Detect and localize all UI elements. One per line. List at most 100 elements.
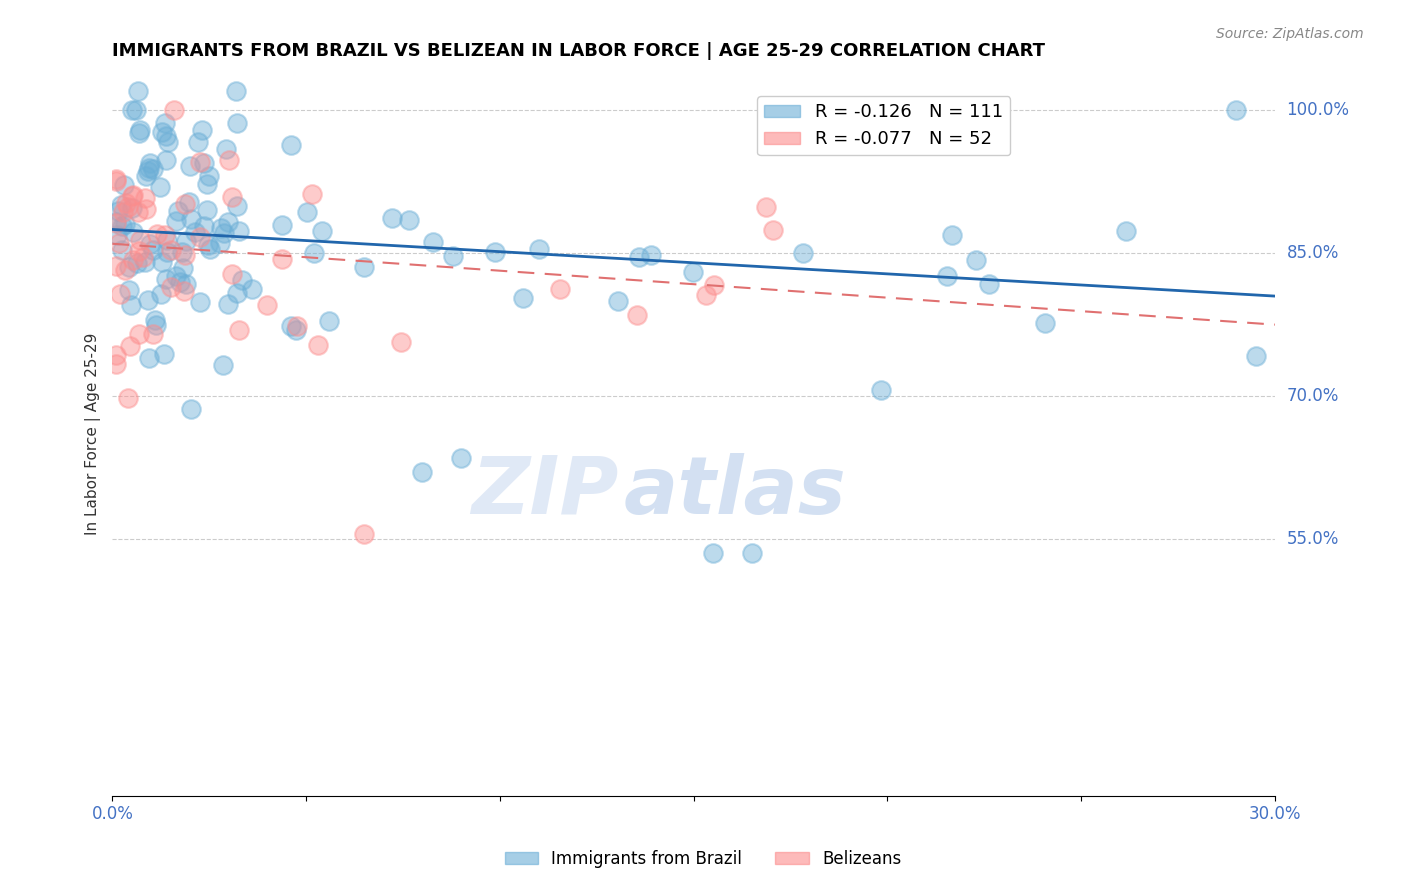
Point: [139, 237, 162, 252]
Point: [121, 201, 143, 215]
Point: [180, 212, 202, 227]
Point: [143, 313, 166, 327]
Point: [105, 227, 128, 242]
Point: [284, 323, 307, 337]
Point: [215, 142, 238, 156]
Point: [105, 172, 128, 186]
Point: [977, 277, 1000, 292]
Text: 100.0%: 100.0%: [1286, 102, 1350, 120]
Point: [1244, 350, 1267, 364]
Point: [149, 286, 172, 301]
Point: [1225, 103, 1247, 118]
Point: [127, 85, 149, 99]
Point: [174, 234, 197, 248]
Point: [170, 245, 193, 260]
Point: [256, 298, 278, 312]
Point: [118, 260, 141, 274]
Point: [209, 220, 232, 235]
Point: [208, 235, 231, 250]
Point: [695, 288, 717, 302]
Point: [110, 197, 132, 211]
Point: [122, 225, 145, 239]
Point: [411, 465, 433, 479]
Point: [128, 326, 150, 341]
Point: [627, 250, 650, 264]
Point: [188, 155, 211, 169]
Point: [221, 190, 243, 204]
Point: [755, 200, 778, 214]
Text: 70.0%: 70.0%: [1286, 387, 1339, 405]
Point: [112, 178, 135, 193]
Point: [120, 339, 142, 353]
Point: [128, 126, 150, 140]
Point: [107, 204, 129, 219]
Point: [195, 203, 218, 218]
Point: [193, 219, 215, 233]
Text: 55.0%: 55.0%: [1286, 530, 1339, 548]
Point: [127, 256, 149, 270]
Point: [179, 159, 201, 173]
Point: [150, 124, 173, 138]
Point: [703, 277, 725, 292]
Legend: R = -0.126   N = 111, R = -0.077   N = 52: R = -0.126 N = 111, R = -0.077 N = 52: [756, 96, 1010, 155]
Point: [198, 169, 221, 183]
Point: [311, 224, 333, 238]
Point: [121, 189, 143, 203]
Point: [124, 103, 146, 118]
Legend: Immigrants from Brazil, Belizeans: Immigrants from Brazil, Belizeans: [498, 844, 908, 875]
Point: [869, 383, 891, 397]
Point: [167, 203, 190, 218]
Point: [682, 265, 704, 279]
Point: [155, 128, 177, 143]
Point: [217, 296, 239, 310]
Point: [156, 233, 179, 247]
Point: [142, 327, 165, 342]
Point: [105, 357, 128, 371]
Point: [115, 195, 138, 210]
Point: [762, 223, 785, 237]
Point: [197, 177, 219, 191]
Point: [117, 200, 139, 214]
Point: [114, 217, 136, 231]
Point: [156, 245, 179, 260]
Point: [142, 161, 165, 176]
Point: [180, 402, 202, 417]
Point: [792, 245, 814, 260]
Point: [965, 252, 987, 267]
Point: [105, 216, 128, 230]
Point: [153, 116, 176, 130]
Point: [117, 391, 139, 405]
Point: [120, 298, 142, 312]
Point: [640, 247, 662, 261]
Point: [160, 243, 183, 257]
Point: [162, 103, 184, 118]
Point: [128, 233, 150, 247]
Point: [353, 527, 375, 541]
Point: [398, 213, 420, 227]
Point: [240, 282, 263, 296]
Point: [941, 228, 963, 243]
Point: [177, 195, 200, 210]
Point: [155, 153, 177, 168]
Point: [138, 155, 160, 169]
Point: [155, 228, 177, 243]
Text: 85.0%: 85.0%: [1286, 244, 1339, 262]
Point: [302, 246, 325, 260]
Point: [1033, 316, 1056, 330]
Point: [297, 204, 319, 219]
Point: [183, 225, 205, 239]
Point: [146, 227, 169, 241]
Point: [135, 202, 157, 216]
Point: [529, 242, 551, 256]
Point: [188, 230, 211, 244]
Point: [105, 215, 128, 229]
Point: [145, 318, 167, 333]
Point: [217, 215, 239, 229]
Point: [117, 284, 139, 298]
Point: [174, 248, 197, 262]
Point: [702, 546, 724, 560]
Point: [134, 254, 156, 268]
Point: [221, 268, 243, 282]
Point: [174, 277, 197, 292]
Point: [1115, 224, 1137, 238]
